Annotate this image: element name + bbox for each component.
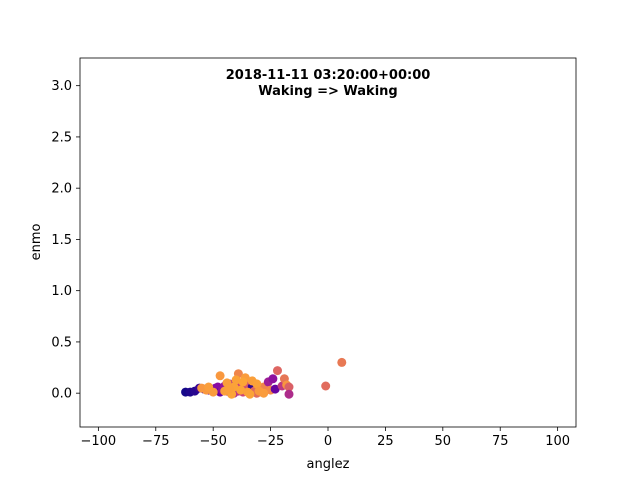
x-tick-label: −100	[81, 434, 117, 449]
x-axis-ticks: −100 −75 −50 −25 0 25 50 75 100	[81, 427, 570, 449]
scatter-point	[268, 374, 278, 384]
y-tick-label: 1.5	[51, 233, 72, 248]
x-tick-label: −50	[199, 434, 226, 449]
scatter-point	[284, 382, 294, 392]
chart-title-line-2: Waking => Waking	[258, 84, 397, 99]
y-tick-label: 3.0	[51, 79, 72, 94]
y-tick-label: 2.0	[51, 182, 72, 197]
scatter-point	[270, 384, 280, 394]
scatter-point	[197, 383, 207, 393]
y-tick-label: 1.0	[51, 284, 72, 299]
scatter-point	[215, 371, 225, 381]
scatter-point	[252, 379, 262, 389]
scatter-point	[273, 366, 282, 376]
y-axis-ticks: 0.0 0.5 1.0 1.5 2.0 2.5 3.0	[51, 79, 80, 402]
scatter-point	[236, 385, 246, 395]
x-tick-label: 75	[492, 434, 509, 449]
scatter-point	[321, 381, 331, 391]
x-tick-label: 0	[324, 434, 332, 449]
y-axis-label: enmo	[29, 224, 44, 261]
x-tick-label: 100	[545, 434, 570, 449]
x-axis-label: anglez	[307, 457, 350, 472]
x-tick-label: 50	[435, 434, 452, 449]
scatter-point	[238, 377, 248, 387]
chart-title-line-1: 2018-11-11 03:20:00+00:00	[226, 68, 431, 83]
x-tick-label: −75	[142, 434, 169, 449]
scatter-point	[231, 375, 241, 385]
scatter-point	[284, 389, 294, 399]
scatter-point	[259, 388, 269, 398]
y-tick-label: 0.5	[51, 335, 72, 350]
scatter-point	[337, 357, 347, 367]
x-tick-label: 25	[377, 434, 394, 449]
y-tick-label: 0.0	[51, 387, 72, 402]
scatter-points	[181, 357, 347, 399]
scatter-point	[245, 389, 255, 399]
y-tick-label: 2.5	[51, 130, 72, 145]
scatter-point	[224, 384, 234, 394]
x-tick-label: −25	[257, 434, 284, 449]
scatter-point	[204, 382, 214, 392]
